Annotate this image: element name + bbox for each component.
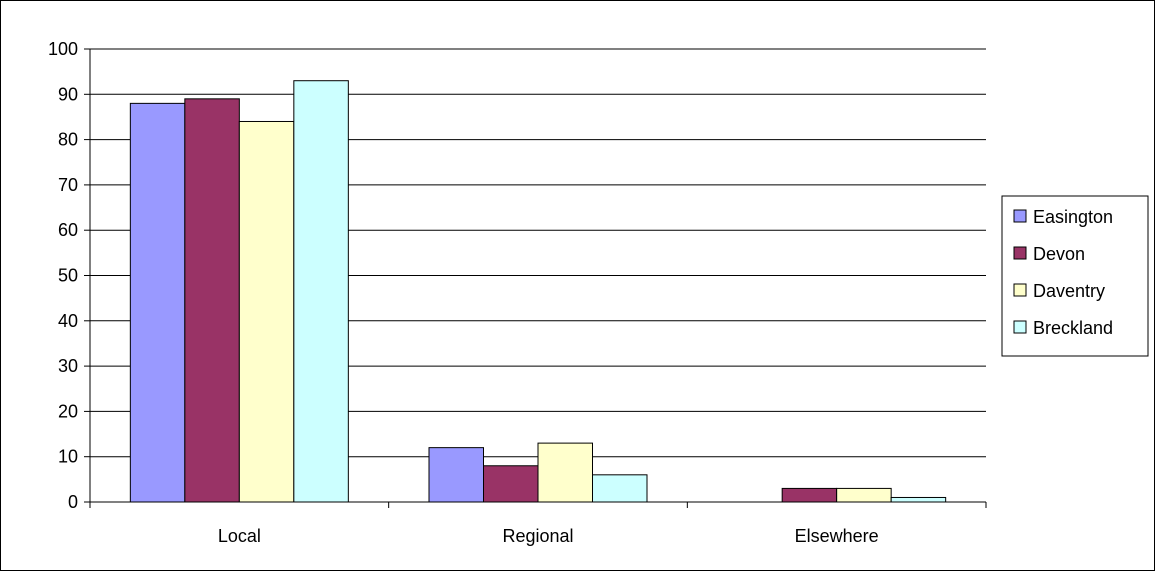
y-tick-label: 40 [58, 311, 78, 331]
y-tick-label: 70 [58, 175, 78, 195]
x-tick-label: Regional [502, 526, 573, 546]
x-tick-label: Elsewhere [795, 526, 879, 546]
bar-breckland-elsewhere [890, 496, 947, 503]
bar-breckland-regional [592, 474, 648, 503]
bar-daventry-regional [537, 442, 593, 503]
bar-devon-local [184, 98, 240, 503]
bar-breckland-local [293, 80, 349, 503]
legend-label-devon: Devon [1033, 244, 1085, 264]
legend-swatch-daventry [1013, 283, 1027, 297]
y-tick-label: 50 [58, 266, 78, 286]
tick-labels: 0 10 20 30 40 50 60 70 80 90 100 Local Regional Elsew… [48, 39, 879, 546]
legend-swatch-easington [1013, 209, 1027, 223]
legend-swatch-breckland [1013, 320, 1027, 334]
legend-label-daventry: Daventry [1033, 281, 1105, 301]
axes [84, 48, 987, 508]
bar-devon-elsewhere [781, 487, 838, 503]
bar-daventry-elsewhere [836, 487, 892, 503]
y-tick-label: 0 [68, 492, 78, 512]
bar-daventry-local [238, 120, 295, 503]
legend: Easington Devon Daventry Breckland [1001, 195, 1149, 357]
legend-label-easington: Easington [1033, 207, 1113, 227]
legend-label-breckland: Breckland [1033, 318, 1113, 338]
legend-swatch-devon [1013, 246, 1027, 260]
y-tick-label: 20 [58, 401, 78, 421]
y-tick-label: 10 [58, 447, 78, 467]
bar-devon-regional [483, 465, 539, 503]
x-tick-label: Local [218, 526, 261, 546]
y-tick-label: 90 [58, 84, 78, 104]
y-tick-label: 60 [58, 220, 78, 240]
y-tick-label: 80 [58, 130, 78, 150]
y-tick-label: 30 [58, 356, 78, 376]
y-tick-label: 100 [48, 39, 78, 59]
bars [129, 80, 947, 503]
bar-easington-regional [428, 447, 484, 503]
bar-easington-local [129, 102, 186, 503]
